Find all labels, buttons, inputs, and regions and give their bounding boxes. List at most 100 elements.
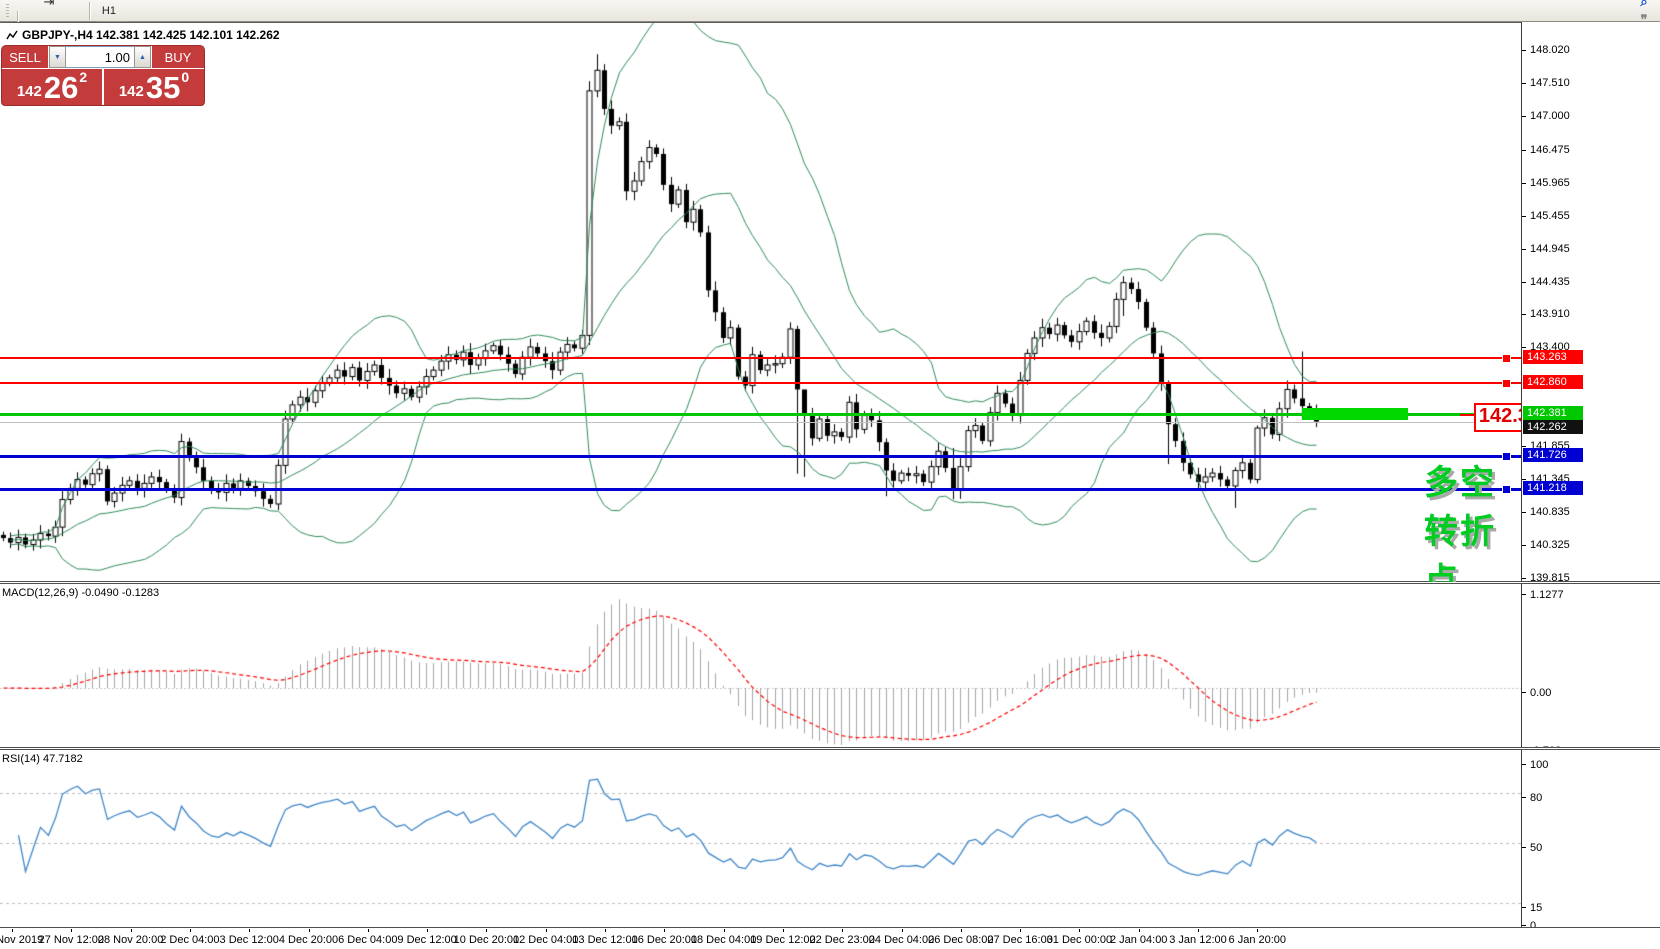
time-label: 26 Dec 08:00 (928, 934, 994, 946)
price-chart-canvas[interactable] (0, 23, 1521, 582)
time-tick (1257, 929, 1259, 932)
time-label: 27 Nov 12:00 (38, 934, 105, 946)
price-tag-141.218: 141.218 (1523, 481, 1583, 495)
time-label: 18 Dec 04:00 (690, 934, 757, 946)
time-label: 2 Jan 04:00 (1109, 934, 1168, 946)
price-tick (1522, 83, 1526, 84)
price-tick-label: 139.815 (1530, 572, 1570, 584)
time-tick (1020, 929, 1022, 932)
lot-decrease-button[interactable]: ▼ (49, 46, 66, 68)
time-tick (1079, 929, 1081, 932)
time-tick (782, 929, 784, 932)
price-tick (1522, 578, 1526, 579)
hline-handle-142.86[interactable] (1502, 379, 1511, 388)
main-toolbar: 新订单❐☻◉⊘自动交易▥◫∿⊕⊖▦⇉⇥+▾◷▾▨▾➤+|—╱∥E≣FAT↗▾ M… (0, 0, 1660, 296)
price-tick-label: 143.910 (1530, 308, 1570, 320)
price-tick (1522, 216, 1526, 217)
time-label: 26 Nov 2019 (0, 934, 44, 946)
price-tick-label: 145.965 (1530, 177, 1570, 189)
time-label: 27 Dec 16:00 (987, 934, 1053, 946)
time-label: 3 Jan 12:00 (1169, 934, 1227, 946)
highlight-rectangle-object[interactable] (1302, 408, 1408, 420)
buy-price-big: 35 (145, 70, 181, 105)
hline-142.381[interactable] (0, 412, 1521, 416)
macd-tick-label: 1.1277 (1530, 589, 1564, 601)
hline-handle-141.218[interactable] (1502, 485, 1511, 494)
rsi-tick (1522, 797, 1526, 798)
macd-canvas[interactable] (0, 584, 1521, 748)
price-tick-label: 148.020 (1530, 44, 1570, 56)
macd-tick (1522, 692, 1526, 693)
time-tick (427, 929, 429, 932)
price-tick-label: 147.000 (1530, 110, 1570, 122)
turning-point-annotation[interactable]: 多空转折点 (1424, 464, 1496, 582)
time-tick (12, 929, 13, 932)
time-tick (367, 929, 369, 932)
time-tick (249, 929, 251, 932)
lot-increase-button[interactable]: ▲ (134, 46, 151, 68)
time-tick (486, 929, 488, 932)
price-tick-label: 144.945 (1530, 243, 1570, 255)
sell-price-sup: 2 (79, 69, 88, 85)
price-tick-label: 146.475 (1530, 144, 1570, 156)
price-tick-label: 144.435 (1530, 276, 1570, 288)
time-tick (1198, 929, 1199, 932)
chart-shift-icon[interactable]: ⇥ (14, 0, 84, 11)
time-label: 24 Dec 04:00 (868, 934, 935, 946)
buy-price-sup: 0 (181, 69, 190, 85)
buy-button[interactable]: BUY (151, 46, 204, 68)
panel-splitter-1[interactable] (0, 581, 1660, 584)
rsi-tick-label: 100 (1530, 759, 1549, 771)
price-tag-142.860: 142.860 (1523, 375, 1583, 389)
hline-142.86[interactable] (0, 382, 1521, 384)
rsi-label: RSI(14) 47.7182 (2, 753, 83, 765)
price-tick-label: 140.325 (1530, 539, 1570, 551)
hline-143.263[interactable] (0, 357, 1521, 359)
hline-141.726[interactable] (0, 454, 1521, 458)
time-tick (605, 929, 606, 932)
toolbar-grip[interactable] (6, 3, 9, 18)
price-tick (1522, 446, 1526, 447)
macd-panel: MACD(12,26,9) -0.0490 -0.1283 (0, 584, 1521, 748)
search-icon[interactable]: ⌕ (1640, 0, 1648, 9)
panel-splitter-2[interactable] (0, 747, 1660, 750)
time-label: 19 Dec 12:00 (750, 934, 816, 946)
main-chart-panel: GBPJPY-,H4 142.381 142.425 142.101 142.2… (0, 22, 1521, 582)
sell-price-big: 26 (43, 70, 79, 105)
hline-142.262[interactable] (0, 421, 1521, 423)
price-tick (1522, 50, 1526, 51)
time-tick (308, 929, 310, 932)
time-tick (901, 929, 903, 932)
buy-price[interactable]: 142 35 0 (104, 69, 204, 105)
time-tick (1138, 929, 1140, 932)
price-tick (1522, 282, 1526, 283)
hline-handle-143.263[interactable] (1502, 354, 1511, 363)
toolbar-separator (17, 10, 19, 29)
rsi-panel: RSI(14) 47.7182 (0, 750, 1521, 928)
price-tick-label: 140.835 (1530, 506, 1570, 518)
rsi-canvas[interactable] (0, 750, 1521, 928)
rsi-axis: 100 80 50 15 0 (1521, 750, 1660, 932)
rsi-tick (1522, 764, 1526, 765)
time-tick (960, 929, 962, 932)
lot-size-input[interactable] (66, 46, 134, 68)
time-tick (130, 929, 132, 932)
price-tag-143.263: 143.263 (1523, 350, 1583, 364)
hline-handle-141.726[interactable] (1502, 452, 1511, 461)
rsi-tick-label: 15 (1530, 902, 1543, 914)
time-label: 9 Dec 12:00 (397, 934, 457, 946)
sell-price[interactable]: 142 26 2 (2, 69, 104, 105)
price-tick (1522, 347, 1526, 348)
chat-icon[interactable]: ❞ (1640, 12, 1648, 27)
time-label: 28 Nov 20:00 (97, 934, 164, 946)
toolbar-separator (88, 1, 91, 20)
price-callout-label[interactable]: 142.381 (1474, 403, 1521, 432)
timeframe-h1[interactable]: H1 (101, 4, 116, 17)
rsi-tick-label: 0 (1530, 920, 1537, 932)
rsi-tick (1522, 925, 1526, 926)
sell-button[interactable]: SELL (2, 46, 49, 68)
time-tick (664, 929, 666, 932)
hline-141.218[interactable] (0, 487, 1521, 491)
price-tick-label: 143.400 (1530, 341, 1570, 353)
